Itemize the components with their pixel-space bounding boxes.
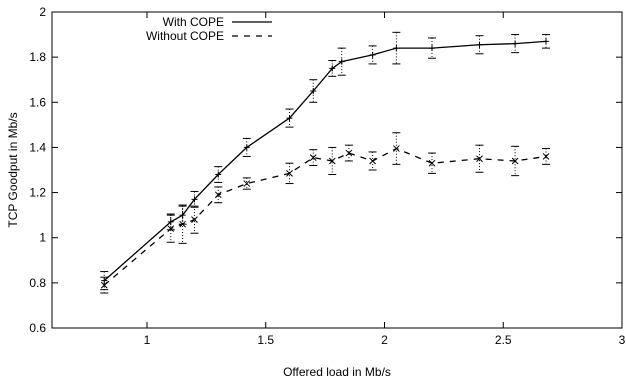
- data-point: [310, 88, 317, 94]
- data-point: [543, 38, 549, 45]
- legend-label: With COPE: [163, 15, 224, 29]
- data-point: [393, 45, 400, 52]
- series-line: [103, 147, 547, 286]
- y-tick-label: 1.6: [29, 95, 46, 109]
- y-tick-label: 1.2: [29, 186, 46, 200]
- x-tick-label: 1: [144, 333, 151, 347]
- data-point: [512, 40, 519, 47]
- data-point: [243, 144, 250, 151]
- y-tick-label: 0.6: [29, 321, 46, 335]
- data-point: [476, 155, 483, 163]
- data-point: [286, 170, 293, 177]
- y-tick-label: 0.8: [29, 276, 46, 290]
- data-point: [215, 171, 222, 178]
- y-tick-label: 1: [39, 231, 46, 245]
- data-point: [286, 115, 293, 122]
- plot-border: [51, 11, 623, 329]
- data-point: [191, 196, 198, 203]
- data-point: [345, 149, 353, 157]
- data-point: [328, 157, 336, 165]
- data-point: [338, 58, 345, 65]
- data-point: [191, 216, 198, 224]
- data-point: [429, 45, 435, 52]
- data-point: [309, 154, 317, 161]
- legend-label: Without COPE: [146, 29, 224, 43]
- y-tick-label: 1.4: [29, 140, 46, 154]
- data-point: [167, 225, 175, 233]
- series-with-cope: [100, 31, 550, 291]
- y-tick-label: 2: [39, 5, 46, 19]
- y-axis-label: TCP Goodput in Mb/s: [6, 112, 20, 227]
- data-point: [179, 220, 186, 228]
- data-point: [511, 157, 519, 165]
- data-point: [243, 180, 251, 187]
- x-axis-label: Offered load in Mb/s: [283, 365, 391, 379]
- data-point: [369, 157, 376, 165]
- series-line: [103, 40, 547, 282]
- data-point: [369, 51, 376, 58]
- x-tick-label: 1.5: [257, 333, 274, 347]
- data-point: [100, 281, 108, 289]
- y-ticks: 0.6 0.8 1 1.2 1.4 1.6 1.8 2: [29, 5, 622, 335]
- x-tick-label: 3: [619, 333, 626, 347]
- data-point: [476, 41, 483, 48]
- data-point: [329, 65, 336, 72]
- x-ticks: 1 1.5 2 2.5 3: [144, 12, 626, 347]
- x-tick-label: 2.5: [495, 333, 512, 347]
- plot-frame: [51, 11, 623, 329]
- data-point: [214, 191, 222, 199]
- series-layer: [100, 31, 550, 294]
- series-without-cope: [100, 132, 550, 294]
- y-tick-label: 1.8: [29, 50, 46, 64]
- data-point: [542, 153, 550, 160]
- data-point: [393, 145, 400, 152]
- data-point: [428, 159, 436, 167]
- x-tick-label: 2: [381, 333, 388, 347]
